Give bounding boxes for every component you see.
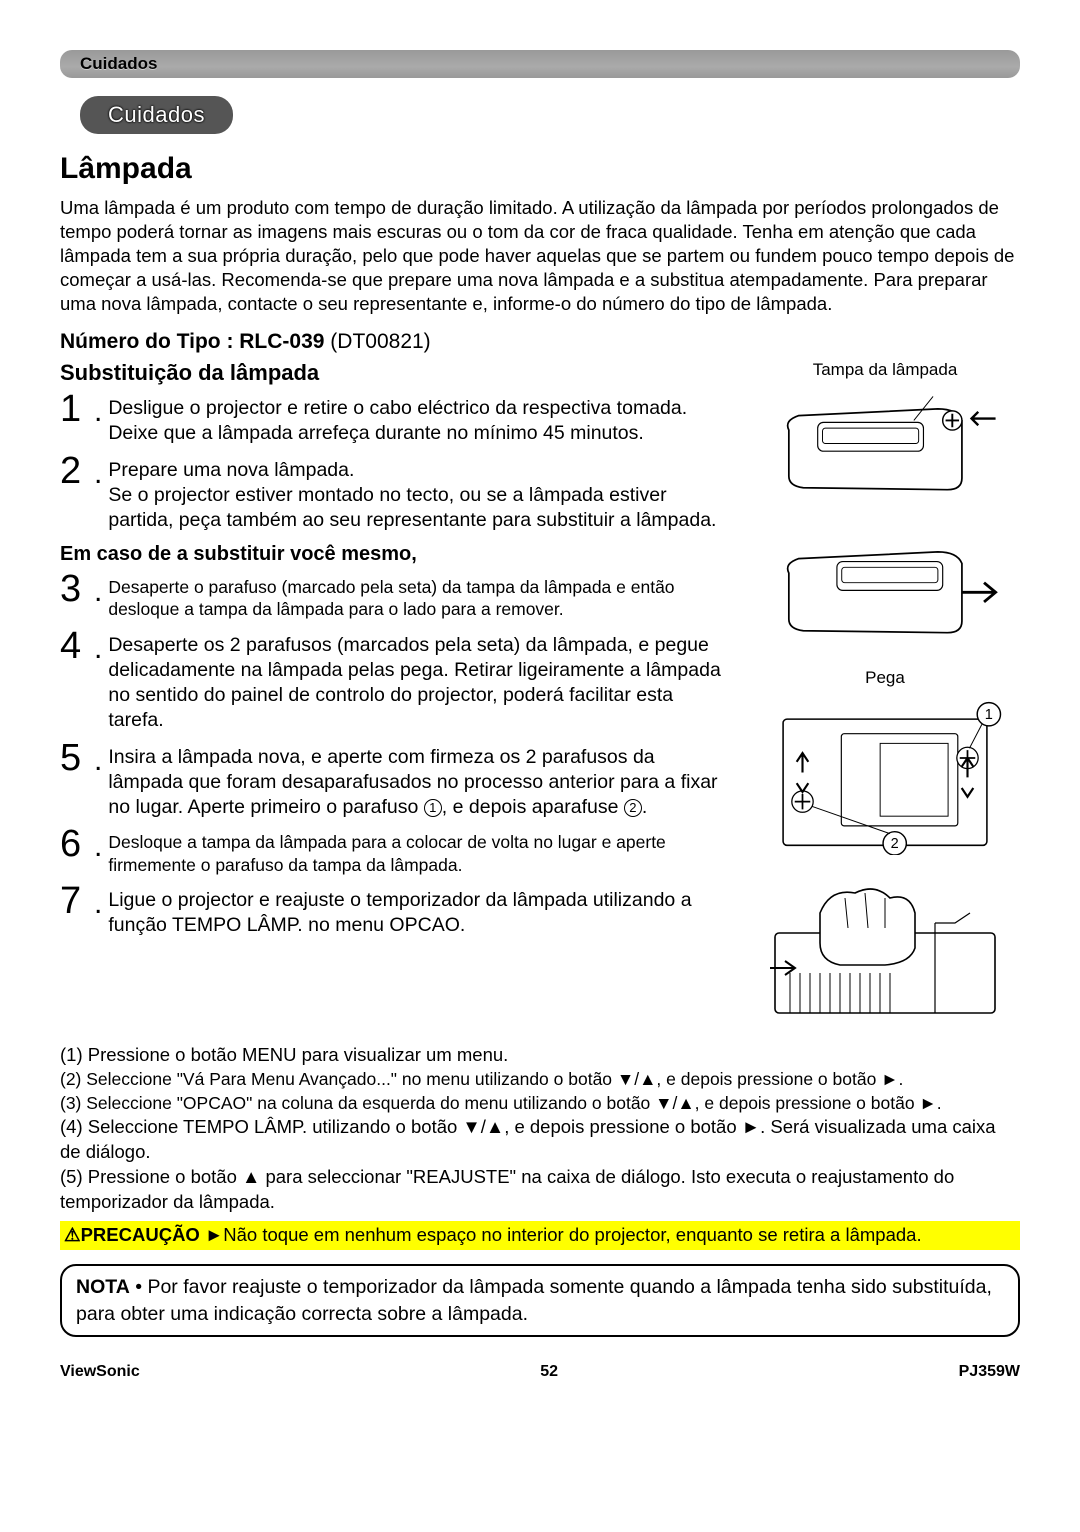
step-text: Desligue o projector e retire o cabo elé… [108,392,730,446]
substep-2: (2) Seleccione "Vá Para Menu Avançado...… [60,1068,1020,1092]
substep-5: (5) Pressione o botão ▲ para seleccionar… [60,1165,1020,1215]
right-arrow-icon: ► [919,1093,936,1113]
type-code: (DT00821) [324,330,430,353]
caution-text: ►Não toque em nenhum espaço no interior … [200,1224,922,1245]
section-pill: Cuidados [80,96,233,134]
note-label: NOTA [76,1276,130,1298]
caution-box: ⚠PRECAUÇÃO ►Não toque em nenhum espaço n… [60,1221,1020,1250]
figure-lamp-hand [760,873,1010,1023]
right-arrow-icon: ► [881,1069,898,1089]
step-1: 1. Desligue o projector e retire o cabo … [60,392,730,446]
intro-paragraph: Uma lâmpada é um produto com tempo de du… [60,196,1020,316]
substep-3: (3) Seleccione "OPCAO" na coluna da esqu… [60,1092,1020,1116]
page-footer: ViewSonic 52 PJ359W [60,1363,1020,1381]
projector-slide-icon [760,525,1010,650]
step-7: 7. Ligue o projector e reajuste o tempor… [60,884,730,938]
substep-4: (4) Seleccione TEMPO LÂMP. utilizando o … [60,1115,1020,1165]
step-text: Insira a lâmpada nova, e aperte com firm… [108,741,730,820]
step-number: 4 [60,629,88,663]
lamp-hand-icon [760,873,1010,1023]
section-header-bar: Cuidados [60,50,1020,78]
step-4: 4. Desaperte os 2 parafusos (marcados pe… [60,629,730,733]
caution-label: ⚠PRECAUÇÃO [64,1224,200,1245]
step-text: Desloque a tampa da lâmpada para a coloc… [108,827,730,876]
footer-left: ViewSonic [60,1363,140,1381]
step-text: Ligue o projector e reajuste o temporiza… [108,884,730,938]
step-number: 7 [60,884,88,918]
step-5: 5. Insira a lâmpada nova, e aperte com f… [60,741,730,820]
note-box: NOTA • Por favor reajuste o temporizador… [60,1264,1020,1337]
lamp-screws-icon: 1 2 [760,690,1010,855]
type-label: Número do Tipo : RLC-039 [60,330,324,353]
substeps-block: (1) Pressione o botão MENU para visualiz… [60,1043,1020,1215]
circled-1-icon: 1 [424,799,442,817]
section-header-label: Cuidados [80,54,157,73]
type-number: Número do Tipo : RLC-039 (DT00821) [60,330,1020,354]
figure-column: Tampa da lâmpada Pega [750,360,1020,1041]
figure-projector-slide [760,525,1010,650]
right-arrow-icon: ► [742,1116,760,1137]
substep-1: (1) Pressione o botão MENU para visualiz… [60,1043,1020,1068]
step-number: 1 [60,392,88,426]
step-number: 5 [60,741,88,775]
projector-top-icon [760,382,1010,507]
footer-page-number: 52 [540,1363,558,1381]
em-caso-heading: Em caso de a substituir você mesmo, [60,543,730,566]
step-2: 2. Prepare uma nova lâmpada. Se o projec… [60,454,730,533]
note-text: • Por favor reajuste o temporizador da l… [76,1276,992,1324]
figure-caption-top: Tampa da lâmpada [750,360,1020,380]
page-title: Lâmpada [60,152,1020,186]
step-text: Desaperte o parafuso (marcado pela seta)… [108,572,730,621]
svg-text:2: 2 [891,836,899,852]
down-up-arrow-icon: ▼/▲ [617,1069,657,1089]
step-number: 2 [60,454,88,488]
step-number: 6 [60,827,88,861]
step-3: 3. Desaperte o parafuso (marcado pela se… [60,572,730,621]
figure-caption-mid: Pega [750,668,1020,688]
step-text: Prepare uma nova lâmpada. Se o projector… [108,454,730,533]
svg-text:1: 1 [985,707,993,723]
figure-projector-top [760,382,1010,507]
section-pill-label: Cuidados [108,102,205,127]
down-up-arrow-icon: ▼/▲ [655,1093,695,1113]
step-text: Desaperte os 2 parafusos (marcados pela … [108,629,730,733]
step-number: 3 [60,572,88,606]
sub-heading: Substituição da lâmpada [60,360,730,386]
step-6: 6. Desloque a tampa da lâmpada para a co… [60,827,730,876]
circled-2-icon: 2 [624,799,642,817]
down-up-arrow-icon: ▼/▲ [462,1116,504,1137]
footer-right: PJ359W [959,1363,1020,1381]
figure-lamp-screws: 1 2 [760,690,1010,855]
